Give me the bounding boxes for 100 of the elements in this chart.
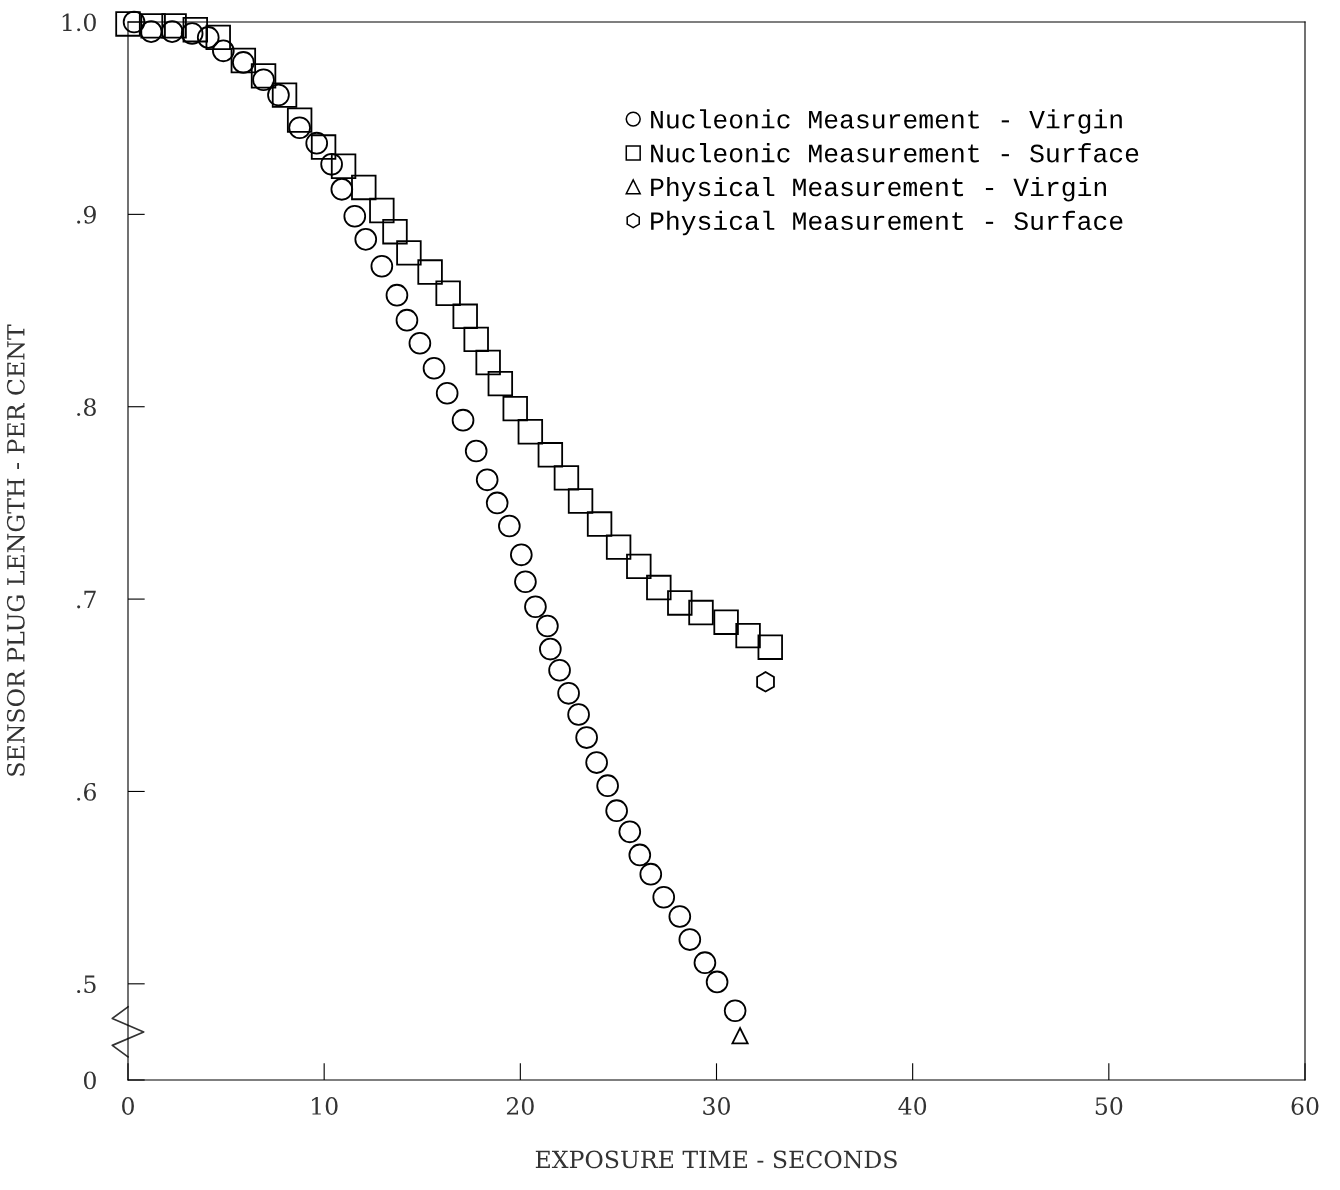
point (475, 468, 499, 492)
point (161, 13, 187, 39)
point (452, 303, 478, 330)
point (310, 134, 337, 160)
x-tick-label: 0 (122, 1097, 134, 1115)
point (463, 326, 489, 353)
point (557, 682, 580, 705)
point (628, 843, 652, 867)
point (548, 658, 571, 682)
point (417, 259, 443, 285)
point (330, 153, 357, 179)
legend-label: Nucleonic Measurement - Virgin (651, 109, 1122, 134)
point (517, 419, 544, 445)
point (475, 349, 501, 376)
point (252, 68, 275, 92)
point (286, 107, 313, 133)
point (567, 488, 594, 514)
point (626, 553, 652, 580)
point (180, 22, 204, 45)
point (678, 928, 702, 951)
legend-label: Physical Measurement - Virgin (651, 176, 1106, 202)
point (451, 408, 475, 432)
point (369, 197, 395, 224)
legend-label: Nucleonic Measurement - Surface (651, 143, 1139, 163)
y-tick-label: .9 (77, 205, 96, 224)
x-tick-label: 60 (1291, 1097, 1319, 1115)
x-axis-title: EXPOSURE TIME - SECONDS (535, 1150, 897, 1169)
point (639, 862, 663, 886)
point (320, 153, 343, 176)
point (396, 240, 422, 266)
point (618, 820, 642, 844)
point (370, 254, 394, 278)
x-tick-label: 30 (703, 1097, 730, 1115)
point (596, 774, 619, 798)
point (646, 574, 672, 601)
point (140, 13, 166, 39)
y-tick-label: .8 (77, 398, 96, 417)
point (705, 970, 729, 994)
point (502, 395, 528, 422)
point (435, 381, 459, 405)
point (212, 39, 235, 63)
point (586, 511, 613, 537)
point (723, 999, 747, 1023)
point (395, 308, 419, 332)
point (182, 16, 208, 43)
point (585, 751, 608, 774)
point (485, 491, 509, 515)
point (553, 465, 580, 491)
point (524, 595, 547, 619)
y-tick-label: .7 (77, 590, 96, 609)
y-tick-label: 0 (83, 1071, 96, 1090)
point (693, 951, 717, 974)
point (735, 622, 761, 649)
point (509, 543, 533, 567)
point (267, 83, 290, 107)
point (756, 671, 775, 693)
point (567, 703, 590, 726)
point (385, 283, 409, 307)
legend-label: Physical Measurement - Surface (651, 210, 1123, 236)
point (514, 570, 537, 594)
x-tick-label: 20 (506, 1097, 534, 1115)
point (408, 331, 432, 355)
point (652, 885, 676, 909)
point (713, 609, 739, 635)
point (115, 11, 141, 37)
point (422, 356, 446, 380)
point (160, 20, 184, 43)
point (731, 1027, 749, 1045)
point (757, 634, 783, 660)
y-tick-label: .5 (77, 975, 96, 994)
point (498, 514, 521, 538)
point (668, 905, 692, 928)
x-tick-label: 50 (1095, 1097, 1123, 1115)
point (351, 174, 377, 201)
point (354, 228, 378, 251)
x-tick-label: 40 (898, 1097, 927, 1115)
point (139, 20, 163, 43)
point (435, 280, 461, 306)
point (343, 204, 367, 228)
point (305, 131, 329, 155)
point (205, 24, 231, 51)
point (487, 370, 514, 397)
point (575, 726, 598, 749)
point (271, 82, 298, 108)
point (250, 63, 277, 89)
point (288, 116, 311, 140)
point (536, 614, 559, 638)
point (464, 439, 488, 463)
point (537, 442, 564, 468)
point (330, 178, 354, 201)
y-tick-label: 1.0 (62, 13, 96, 32)
point (382, 218, 408, 245)
point (688, 599, 714, 626)
point (539, 637, 562, 661)
point (196, 26, 220, 49)
point (667, 590, 693, 616)
x-tick-label: 10 (312, 1097, 338, 1115)
point (605, 799, 628, 823)
y-axis-title: SENSOR PLUG LENGTH - PER CENT (6, 324, 25, 776)
y-tick-label: .6 (77, 782, 96, 801)
